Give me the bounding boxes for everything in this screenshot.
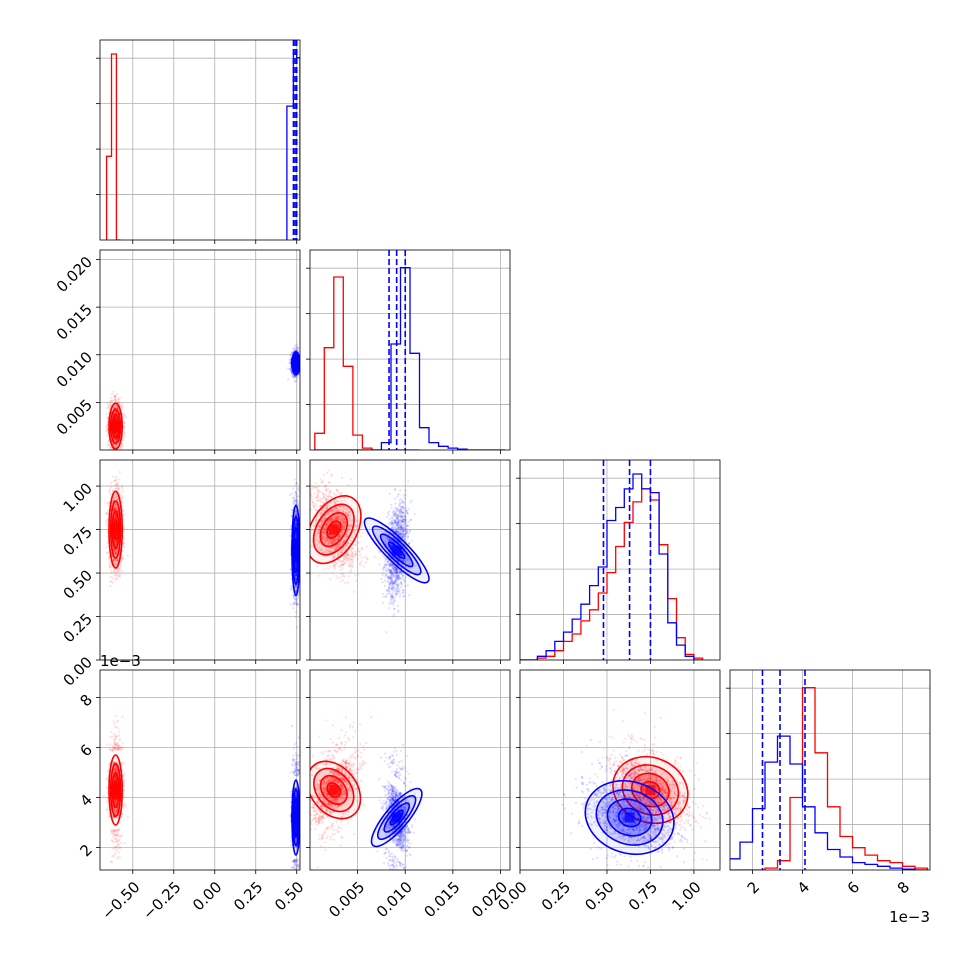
- red-contours: [108, 490, 123, 569]
- red-histogram: [520, 488, 704, 660]
- y-tick-label-2-4: 1.00: [60, 479, 96, 515]
- gridlines: [100, 250, 300, 450]
- y-tick-label-2-3: 0.75: [60, 523, 96, 559]
- y-tick-label-3-1: 4: [77, 791, 96, 810]
- panel-3-0: −0.50−0.25 0.00 0.25 0.50 2 4 6 8: [77, 669, 307, 923]
- blue-contours: [290, 779, 300, 856]
- y-tick-label-1-1: 0.010: [53, 348, 96, 391]
- panel-frame: [99, 459, 301, 661]
- panel-2-2: [516, 459, 721, 664]
- blue-histogram: [730, 735, 928, 870]
- x-tick-label-3-3: 8: [894, 878, 913, 897]
- panel-1-1: [306, 249, 511, 454]
- x-offset-label: 1e−3: [889, 908, 930, 926]
- panel-3-1: 0.005 0.010 0.015 0.020: [306, 669, 511, 921]
- blue-histogram: [314, 267, 506, 450]
- gridlines: [730, 670, 930, 870]
- x-tick-label-0-1: −0.25: [139, 878, 184, 923]
- x-tick-label-1-0: 0.005: [325, 878, 368, 921]
- blue-contours: [584, 780, 675, 855]
- x-tick-label-2-4: 1.00: [668, 878, 704, 914]
- panel-frame: [309, 459, 511, 661]
- y-offset-label: 1e−3: [100, 652, 141, 670]
- x-tick-label-2-3: 0.75: [625, 878, 661, 914]
- panel-3-3: 2 4 6 8: [726, 669, 931, 898]
- x-tick-label-3-1: 4: [794, 878, 813, 897]
- blue-contours: [370, 787, 423, 848]
- y-tick-label-2-2: 0.50: [60, 566, 96, 602]
- x-tick-label-1-2: 0.015: [421, 878, 464, 921]
- x-tick-label-0-4: 0.50: [271, 878, 307, 914]
- blue-contours: [290, 351, 300, 376]
- blue-histogram: [520, 473, 703, 660]
- y-tick-label-1-2: 0.015: [53, 300, 96, 343]
- x-tick-label-3-0: 2: [744, 878, 763, 897]
- x-tick-label-2-2: 0.50: [581, 878, 617, 914]
- red-contours: [108, 402, 123, 450]
- gridlines: [310, 670, 510, 870]
- y-tick-label-1-3: 0.020: [53, 253, 96, 296]
- red-histogram: [105, 53, 121, 240]
- panel-frame: [99, 249, 301, 451]
- x-tick-label-0-0: −0.50: [98, 878, 143, 923]
- y-tick-label-1-0: 0.005: [53, 396, 96, 439]
- x-tick-label-1-1: 0.010: [373, 878, 416, 921]
- blue-contours: [290, 504, 300, 597]
- panel-2-1: [306, 459, 511, 664]
- panel-frame: [309, 669, 511, 871]
- panel-frame: [99, 39, 301, 241]
- y-tick-label-3-0: 2: [77, 841, 96, 860]
- panel-0-0: [96, 39, 301, 244]
- panel-frame: [519, 459, 721, 661]
- panel-2-0: 0.00 0.25 0.50 0.75 1.00: [60, 459, 301, 690]
- y-tick-label-3-2: 6: [77, 741, 96, 760]
- panel-frame: [309, 249, 511, 451]
- x-tick-label-0-2: 0.00: [189, 878, 225, 914]
- y-tick-label-2-1: 0.25: [60, 610, 96, 646]
- red-contours: [310, 760, 362, 820]
- red-contours: [310, 495, 362, 565]
- blue-contours: [363, 517, 430, 584]
- panel-frame: [99, 669, 301, 871]
- panel-frame: [519, 669, 721, 871]
- x-tick-label-2-1: 0.25: [538, 878, 574, 914]
- gridlines: [100, 460, 300, 661]
- red-histogram: [730, 687, 929, 870]
- gridlines: [519, 460, 720, 660]
- x-tick-label-0-3: 0.25: [230, 878, 266, 914]
- red-histogram: [314, 276, 420, 450]
- y-tick-label-2-0: 0.00: [60, 653, 96, 689]
- y-tick-label-3-3: 8: [77, 691, 96, 710]
- x-tick-label-3-2: 6: [844, 878, 863, 897]
- gridlines: [100, 670, 300, 870]
- panel-frame: [729, 669, 931, 871]
- panel-3-2: 0.00 0.25 0.50 0.75 1.00: [494, 669, 721, 914]
- red-contours: [108, 754, 123, 826]
- gridlines: [100, 40, 300, 240]
